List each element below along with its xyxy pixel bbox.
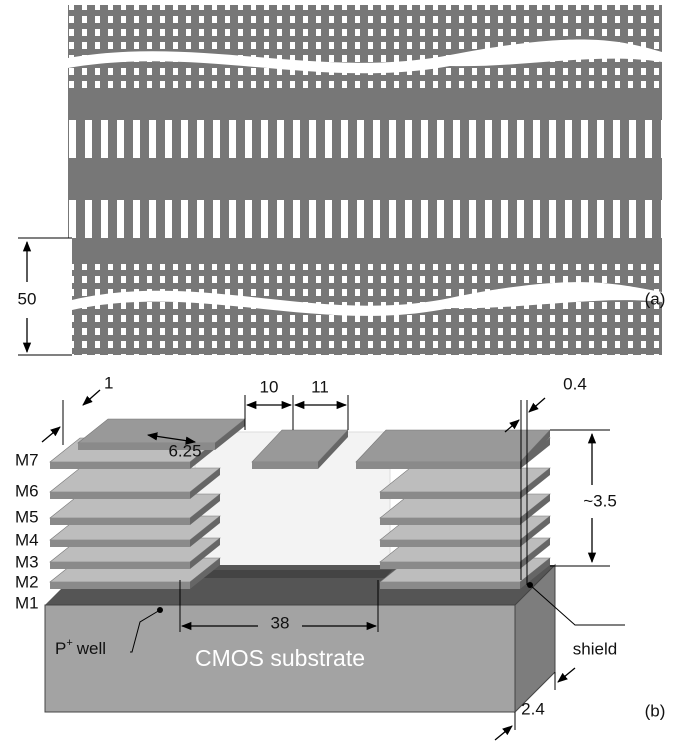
dimension-arrow: [494, 725, 513, 741]
break-line: [68, 39, 662, 74]
plate-front: [380, 492, 520, 499]
dimension-label: 2.4: [521, 699, 545, 718]
plate-front: [50, 562, 190, 569]
plate-front: [380, 582, 520, 589]
label-bg: [258, 614, 302, 636]
leader-line: [130, 609, 161, 653]
layer-label: M3: [15, 552, 39, 571]
dimension-label: 10: [260, 377, 279, 396]
plate-side: [190, 516, 220, 547]
layer-label: M1: [15, 593, 39, 612]
leader-line: [529, 584, 625, 626]
labels: M7 M6 M5 M4 M3 M2 M1 1 10 11 6.25 0.4 ~3…: [15, 373, 666, 741]
plate-front: [50, 582, 190, 589]
panel-a: 50 (a): [18, 5, 666, 356]
plate-top: [379, 467, 551, 493]
dimension-label: ~3.5: [583, 491, 617, 510]
plate-front: [78, 443, 215, 450]
well-suffix: well: [76, 639, 106, 658]
dimension-arrow: [146, 432, 197, 445]
layer-label: M5: [15, 507, 39, 526]
plate-front: [252, 462, 318, 469]
dimension-arrow: [504, 419, 520, 433]
plate-side: [190, 558, 220, 589]
plate-front: [50, 462, 190, 469]
well-base: P: [55, 639, 66, 658]
plate-side: [190, 494, 220, 525]
layer-label: M4: [15, 530, 39, 549]
dimension-label: 0.4: [563, 374, 587, 393]
dimension-arrow: [557, 667, 576, 683]
layer-label: M7: [15, 450, 39, 469]
dimension-label: 6.25: [168, 441, 201, 460]
plate-front: [50, 492, 190, 499]
stripe-band: [68, 120, 662, 160]
center-band: [68, 158, 662, 200]
dimension-arrow: [528, 397, 546, 413]
plate-top: [49, 467, 221, 493]
substrate-label: CMOS substrate: [195, 645, 365, 671]
well-label: P+ well: [55, 637, 106, 659]
plate-side: [215, 419, 245, 450]
panel-label: (b): [645, 701, 666, 720]
plate-front: [50, 540, 190, 547]
band-edge: [68, 93, 662, 120]
band-edge: [72, 238, 662, 264]
stripe-band: [68, 200, 662, 238]
panel-label: (a): [645, 289, 666, 308]
layer-label: M2: [15, 572, 39, 591]
layer-label: M6: [15, 481, 39, 500]
dimension-arrow: [41, 426, 61, 443]
plate-front: [380, 518, 520, 525]
plate-side: [190, 468, 220, 499]
shield-label: shield: [573, 639, 617, 658]
plate-front: [356, 462, 520, 469]
dimension-label: 1: [104, 373, 113, 392]
dimension-label: 38: [271, 613, 290, 632]
well-superscript: +: [66, 637, 72, 649]
dimension-label: 11: [311, 377, 329, 396]
dimension-arrow: [82, 389, 101, 406]
plate-front: [50, 518, 190, 525]
plate-side: [190, 538, 220, 569]
break-line: [72, 282, 662, 316]
plate-side: [318, 430, 348, 469]
plate-front: [380, 540, 520, 547]
dimension-label: 50: [18, 289, 37, 308]
shield-plate: [180, 570, 392, 578]
plate-front: [380, 562, 520, 569]
panel-b: [44, 418, 556, 714]
